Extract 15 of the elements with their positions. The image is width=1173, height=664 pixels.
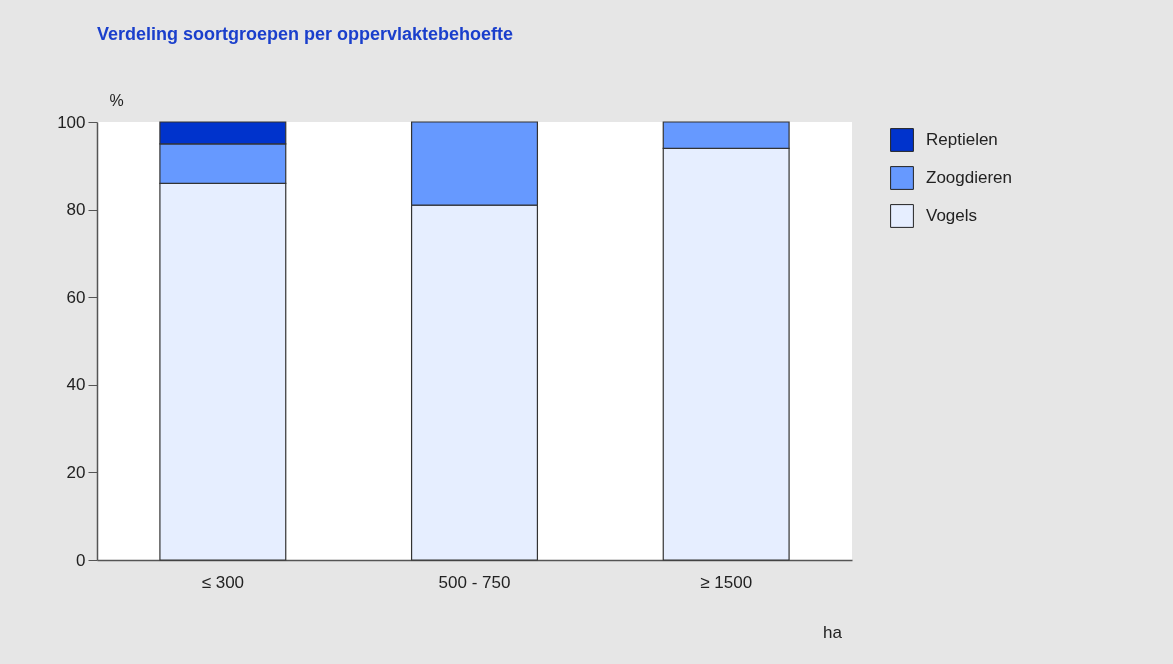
y-tick-label: 40 (66, 375, 86, 395)
legend-label: Reptielen (926, 130, 998, 149)
x-tick-label: 500 - 750 (438, 572, 511, 592)
legend-label: Vogels (926, 206, 978, 225)
y-tick-label: 0 (76, 550, 86, 570)
x-tick-label: ≤ 300 (201, 572, 245, 592)
chart-title: Verdeling soortgroepen per oppervlaktebehoefte (97, 24, 514, 44)
x-axis-title: ha (823, 622, 843, 642)
y-tick-label: 60 (66, 287, 86, 307)
y-tick-label: 80 (66, 200, 86, 220)
y-axis-title: % (109, 91, 124, 109)
y-tick-label: 20 (66, 462, 86, 482)
y-tick-label: 100 (57, 112, 86, 132)
legend-label: Zoogdieren (926, 168, 1013, 187)
x-tick-label: ≥ 1500 (700, 572, 753, 592)
